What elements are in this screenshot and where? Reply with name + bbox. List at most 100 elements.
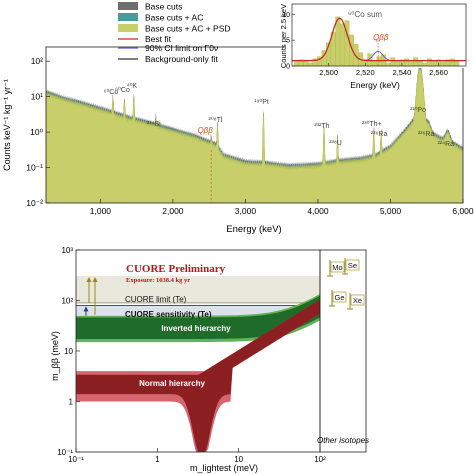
mass-x-label-text: m_lightest (meV) bbox=[190, 463, 258, 473]
inset-title: ⁶⁰Co sum bbox=[348, 10, 382, 19]
mass-y-label: m_ββ (meV) bbox=[50, 331, 60, 381]
peak-label: ²²⁶Ra bbox=[371, 131, 388, 138]
inset-y-label: Counts per 2.5 keV bbox=[279, 4, 288, 68]
peak-label: ²³²Th bbox=[314, 123, 329, 130]
mass-x-tick-label: 1 bbox=[155, 455, 160, 464]
mass-subtitle: Exposure: 1038.4 kg yr bbox=[126, 277, 190, 284]
isotope-box bbox=[330, 261, 345, 273]
peak-label: ²²⁴Ra bbox=[437, 141, 454, 148]
inset-q-label: Qββ bbox=[373, 33, 389, 42]
spectrum-chart: 1,000 2,000 3,000 4,000 5,000 6,000 10⁻²10⁻¹1… bbox=[2, 2, 474, 236]
isotope-box bbox=[345, 259, 360, 271]
inset-background bbox=[285, 4, 466, 68]
isotope-markers: Mo Se Ge Xe bbox=[327, 258, 365, 310]
mass-x-tick-label: 10 bbox=[234, 455, 243, 464]
inset-hist-bar bbox=[426, 58, 432, 67]
inset-hist-bar bbox=[431, 61, 437, 67]
spectrum-plot-area bbox=[45, 63, 464, 204]
inset-hist-bar bbox=[303, 60, 309, 67]
peak-label: ⁶⁰Co bbox=[115, 86, 130, 94]
legend-label-ci: 90% CI limit on Γ0ν bbox=[145, 43, 218, 53]
isotope-label: Se bbox=[348, 261, 357, 270]
inset-hist-bar bbox=[339, 23, 345, 67]
peak-label: ²³⁸U bbox=[329, 140, 342, 147]
legend-label-ac: Base cuts + AC bbox=[145, 13, 203, 23]
isotope-label: Ge bbox=[334, 293, 344, 302]
spectrum-y-tick-label: 10¹ bbox=[31, 92, 43, 102]
spectrum-peak-labels: ⁶⁰Co⁶⁰Co⁴⁰K²¹⁴BiQββ²⁰⁸Tl¹⁹⁰Pt²³²Th²³⁸U²³… bbox=[104, 82, 455, 148]
spectrum-x-tick-label: 5,000 bbox=[380, 206, 402, 216]
spectrum-y-ticks: 10⁻² 10⁻¹ 10⁰ 10¹ 10² bbox=[26, 56, 50, 208]
isotope-box bbox=[332, 291, 347, 303]
peak-label: ²¹⁴Bi bbox=[147, 121, 161, 128]
inset-hist-bar bbox=[390, 57, 396, 67]
inset-x-tick-label: 2,520 bbox=[356, 68, 375, 77]
limit-arrow-head bbox=[86, 277, 92, 283]
inset-hist-bar bbox=[371, 60, 377, 67]
spectrum-frame bbox=[45, 46, 464, 204]
spectrum-y-label: Counts keV⁻¹ kg⁻¹ yr⁻¹ bbox=[2, 79, 12, 171]
mass-y-tick-label: 10⁻¹ bbox=[57, 448, 73, 457]
spectrum-y-tick-label: 10⁻² bbox=[26, 198, 43, 208]
spectrum-x-tick-label: 1,000 bbox=[90, 206, 112, 216]
isotope-panel-frame bbox=[319, 249, 367, 453]
sensitivity-arrow-head bbox=[83, 306, 89, 312]
inset-hist-bar bbox=[413, 57, 419, 67]
qbb-label: Qββ bbox=[197, 126, 213, 135]
inset-hist-bar bbox=[417, 60, 423, 67]
peak-label: ²²⁶Ra bbox=[418, 131, 435, 138]
mass-plot-area bbox=[76, 276, 320, 452]
isotope-label: Xe bbox=[353, 296, 362, 305]
legend-label-psd: Base cuts + AC + PSD bbox=[145, 24, 231, 34]
band-label-inverted: Inverted hierarchy bbox=[161, 324, 231, 333]
inset-x-tick-label: 2,500 bbox=[319, 68, 338, 77]
mass-y-tick-label: 10 bbox=[64, 347, 73, 356]
mass-x-tick-label: 10² bbox=[314, 455, 326, 464]
mass-y-tick-label: 1 bbox=[69, 398, 74, 407]
inverted-hierarchy-inner-band bbox=[76, 295, 320, 339]
inset-hist-bar bbox=[422, 62, 428, 67]
mass-y-ticks: 10⁻¹ 1 10 10² 10³ bbox=[57, 246, 80, 457]
inset-chart: 2,500 2,520 2,540 2,560 0 5 10 ⁶⁰Co sum Qββ En… bbox=[279, 3, 467, 90]
inset-hist-bar bbox=[449, 58, 455, 67]
peak-label: ¹⁹⁰Pt bbox=[254, 98, 269, 106]
inset-frame bbox=[291, 3, 467, 67]
peak-label: ²¹⁰Po bbox=[410, 106, 426, 114]
isotope-label: Mo bbox=[332, 263, 342, 272]
spectrum-y-tick-label: 10⁰ bbox=[30, 127, 43, 137]
mass-y-tick-label: 10² bbox=[61, 297, 73, 306]
inset-hist-bar bbox=[307, 62, 313, 67]
legend-label-base: Base cuts bbox=[145, 2, 182, 12]
isotope-box bbox=[350, 294, 365, 306]
inset-x-tick-label: 2,540 bbox=[393, 68, 412, 77]
peak-label: ⁶⁰Co bbox=[104, 88, 119, 96]
peak-label: ²³⁰Th+ bbox=[362, 120, 382, 128]
band-label-sensitivity: CUORE sensitivity (Te) bbox=[125, 310, 212, 319]
legend-swatch-psd bbox=[118, 24, 138, 32]
inset-hist-bar bbox=[394, 61, 400, 67]
spectrum-y-tick-label: 10² bbox=[31, 56, 43, 66]
band-label-normal: Normal hierarchy bbox=[139, 379, 205, 388]
peak-label: ²⁰⁸Tl bbox=[209, 116, 223, 124]
spectrum-x-tick-label: 6,000 bbox=[452, 206, 474, 216]
sensitivity-band bbox=[76, 305, 320, 316]
inset-hist-bar bbox=[404, 58, 409, 67]
inset-fit-curve bbox=[292, 17, 466, 62]
spectrum-x-tick-label: 3,000 bbox=[235, 206, 257, 216]
band-label-limit: CUORE limit (Te) bbox=[125, 295, 187, 304]
mass-x-ticks: 10⁻¹ 1 10 10² bbox=[68, 448, 326, 464]
legend-label-bestfit: Best fit bbox=[145, 34, 172, 44]
inset-x-label: Energy (keV) bbox=[350, 80, 400, 90]
legend-swatch-base bbox=[118, 2, 138, 10]
spectrum-series-psd bbox=[45, 66, 464, 204]
other-isotopes-label: Other isotopes bbox=[317, 436, 369, 445]
inset-hist-bar bbox=[440, 61, 446, 67]
mass-y-tick-label: 10³ bbox=[61, 246, 73, 255]
spectrum-x-tick-label: 2,000 bbox=[162, 206, 184, 216]
inset-ticks: 2,500 2,520 2,540 2,560 0 5 10 bbox=[282, 12, 448, 77]
limit-band bbox=[76, 276, 320, 303]
legend-swatch-ac bbox=[118, 13, 138, 21]
spectrum-x-label: Energy (keV) bbox=[226, 224, 281, 235]
inset-y-tick-label: 5 bbox=[286, 38, 290, 45]
